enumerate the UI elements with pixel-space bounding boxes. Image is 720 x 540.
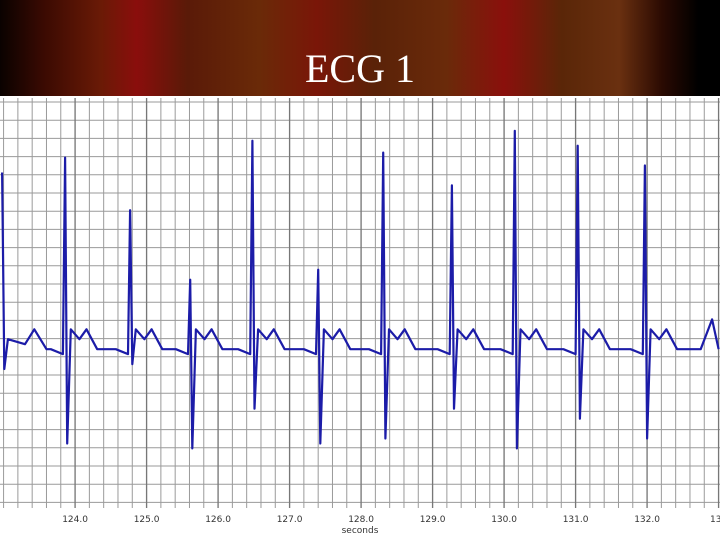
x-tick-label: 129.0 (420, 515, 446, 525)
x-tick-label: 128.0 (348, 515, 374, 525)
ecg-trace (1, 129, 720, 450)
slide-title: ECG 1 (305, 46, 415, 91)
x-tick-label: 127.0 (277, 515, 303, 525)
x-tick-label: 124.0 (62, 515, 88, 525)
ecg-chart: 124.0 125.0 126.0 127.0 128.0 129.0 130.0 131.0… (0, 98, 720, 536)
x-tick-label: 131.0 (563, 515, 589, 525)
plot-background (0, 98, 720, 508)
x-tick-label: 125.0 (134, 515, 160, 525)
header-band (0, 0, 720, 96)
x-tick-label: 126.0 (205, 515, 231, 525)
x-tick-label: 133 (710, 515, 720, 525)
x-tick-label: 130.0 (491, 515, 517, 525)
x-tick-label: 132.0 (634, 515, 660, 525)
x-axis-label: seconds (342, 526, 379, 536)
